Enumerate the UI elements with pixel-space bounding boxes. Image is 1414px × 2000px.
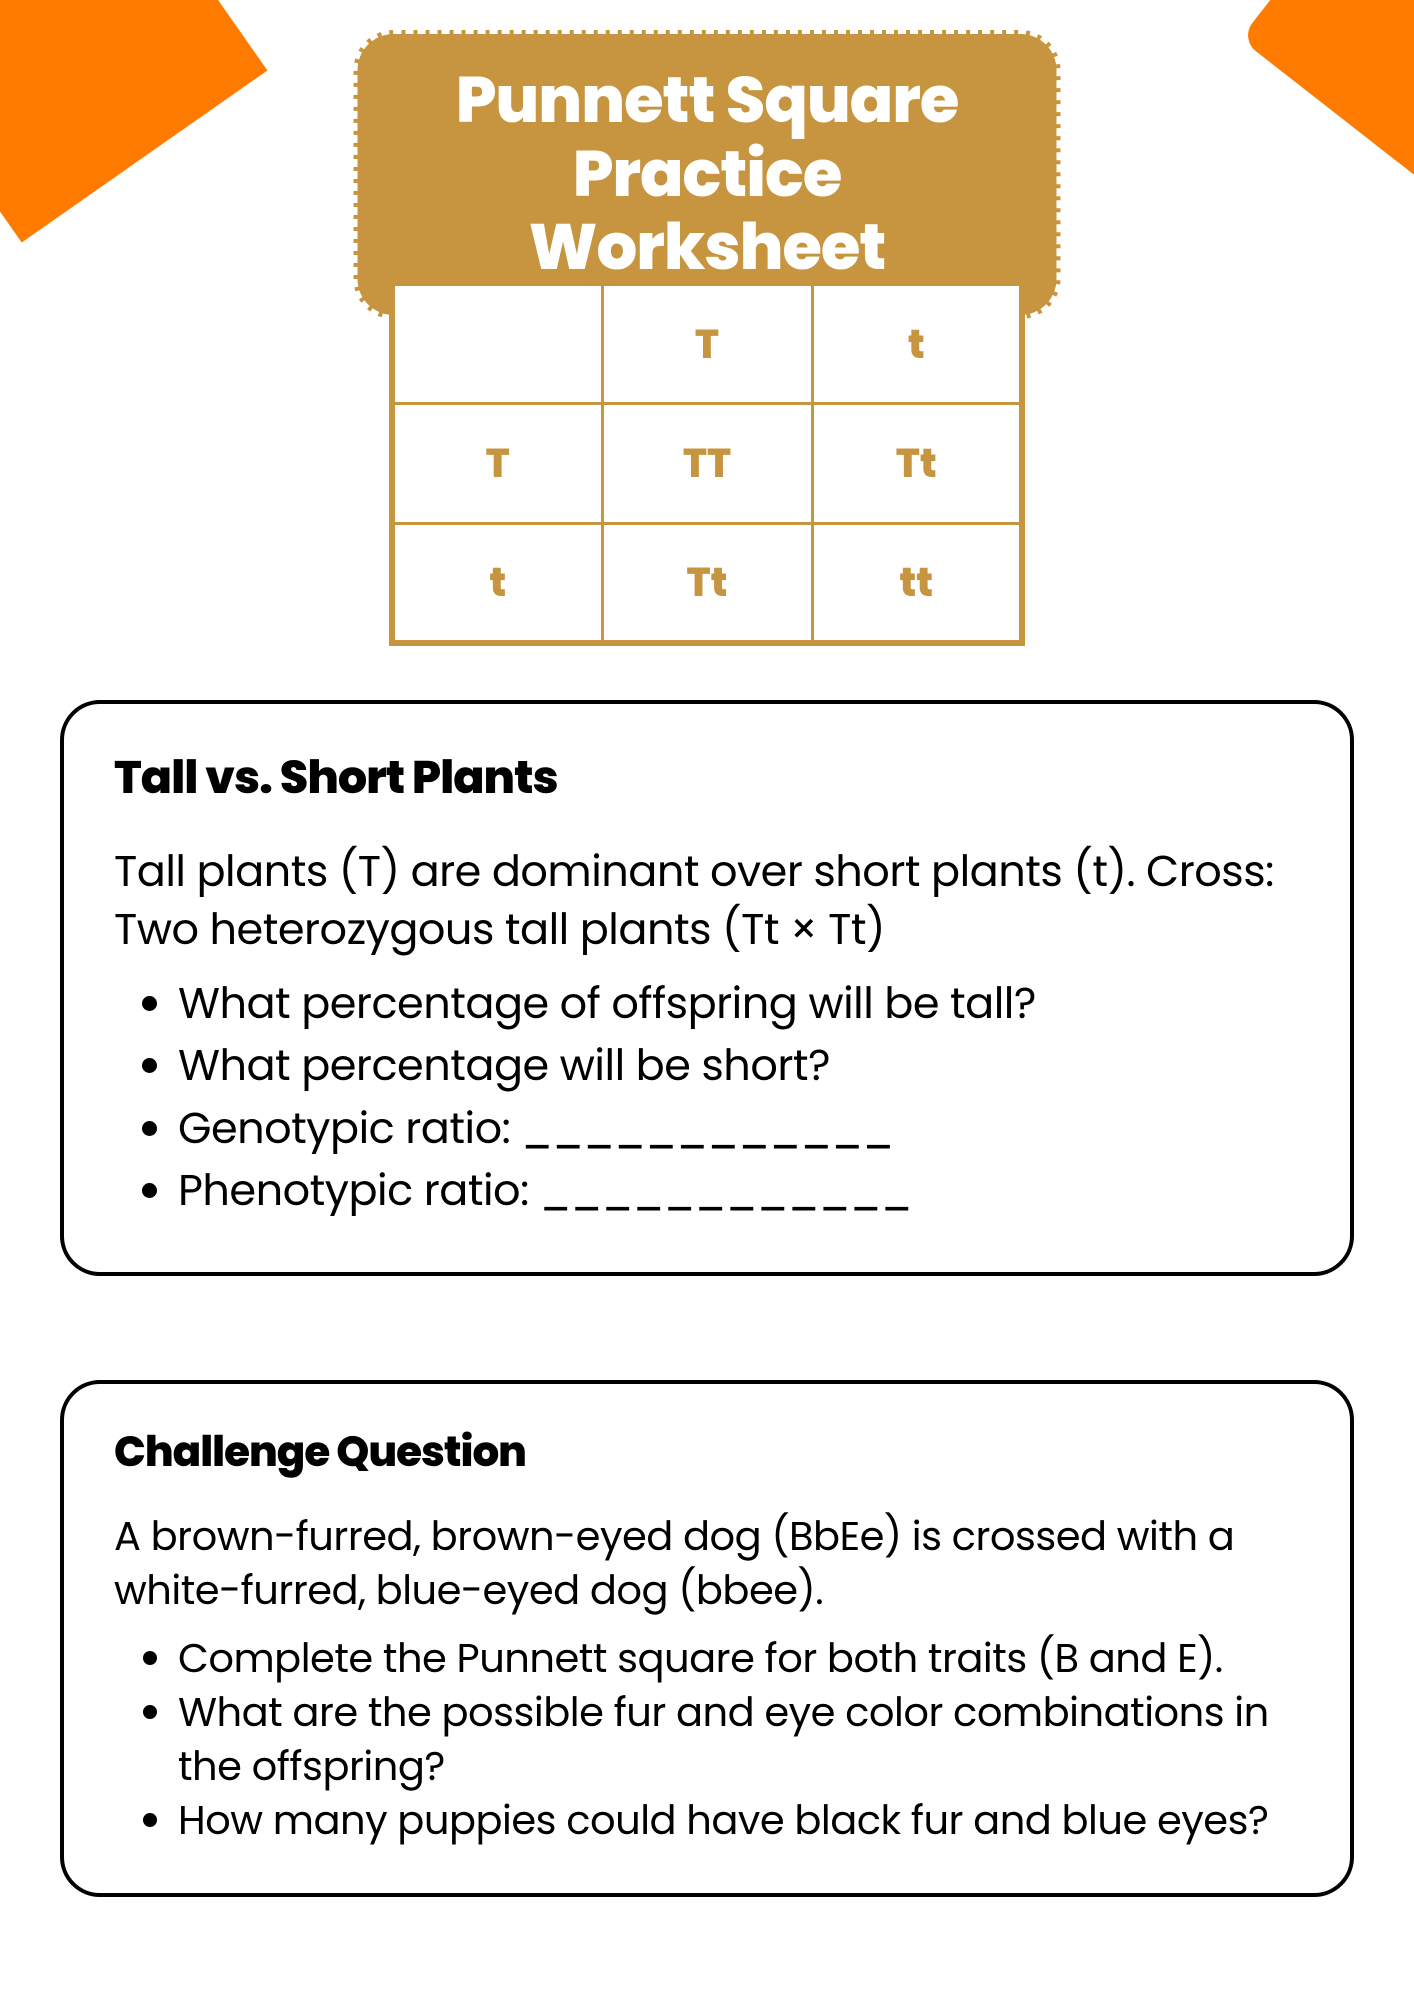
punnett-cell: tt bbox=[812, 523, 1022, 643]
list-item: Genotypic ratio: ____________ bbox=[178, 1098, 1300, 1160]
worksheet-title-box: Punnett Square Practice Worksheet bbox=[354, 30, 1061, 319]
card-paragraph: Tall plants (T) are dominant over short … bbox=[114, 843, 1300, 959]
punnett-cell: T bbox=[392, 403, 602, 523]
corner-decoration-top-left bbox=[0, 0, 267, 243]
title-line-2: Practice Worksheet bbox=[529, 130, 886, 293]
question-card-tall-short: Tall vs. Short Plants Tall plants (T) ar… bbox=[60, 700, 1354, 1276]
punnett-cell: t bbox=[812, 283, 1022, 403]
table-row: T TT Tt bbox=[392, 403, 1022, 523]
corner-decoration-top-right bbox=[1240, 0, 1414, 199]
list-item: What percentage will be short? bbox=[178, 1035, 1300, 1097]
list-item: How many puppies could have black fur an… bbox=[178, 1793, 1300, 1847]
punnett-cell: TT bbox=[602, 403, 812, 523]
punnett-square-table: T t T TT Tt t Tt tt bbox=[389, 280, 1025, 646]
table-row: T t bbox=[392, 283, 1022, 403]
list-item: What are the possible fur and eye color … bbox=[178, 1685, 1300, 1793]
list-item: Phenotypic ratio: ____________ bbox=[178, 1160, 1300, 1222]
card-heading: Tall vs. Short Plants bbox=[114, 744, 1300, 813]
question-card-challenge: Challenge Question A brown-furred, brown… bbox=[60, 1380, 1354, 1897]
worksheet-title: Punnett Square Practice Worksheet bbox=[428, 64, 987, 285]
card-bullet-list: Complete the Punnett square for both tra… bbox=[114, 1631, 1300, 1847]
list-item: What percentage of offspring will be tal… bbox=[178, 973, 1300, 1035]
punnett-cell bbox=[392, 283, 602, 403]
list-item: Complete the Punnett square for both tra… bbox=[178, 1631, 1300, 1685]
punnett-cell: Tt bbox=[812, 403, 1022, 523]
card-paragraph: A brown-furred, brown-eyed dog (BbEe) is… bbox=[114, 1509, 1300, 1617]
punnett-cell: T bbox=[602, 283, 812, 403]
card-heading: Challenge Question bbox=[114, 1420, 1300, 1483]
card-bullet-list: What percentage of offspring will be tal… bbox=[114, 973, 1300, 1222]
table-row: t Tt tt bbox=[392, 523, 1022, 643]
punnett-cell: Tt bbox=[602, 523, 812, 643]
punnett-cell: t bbox=[392, 523, 602, 643]
